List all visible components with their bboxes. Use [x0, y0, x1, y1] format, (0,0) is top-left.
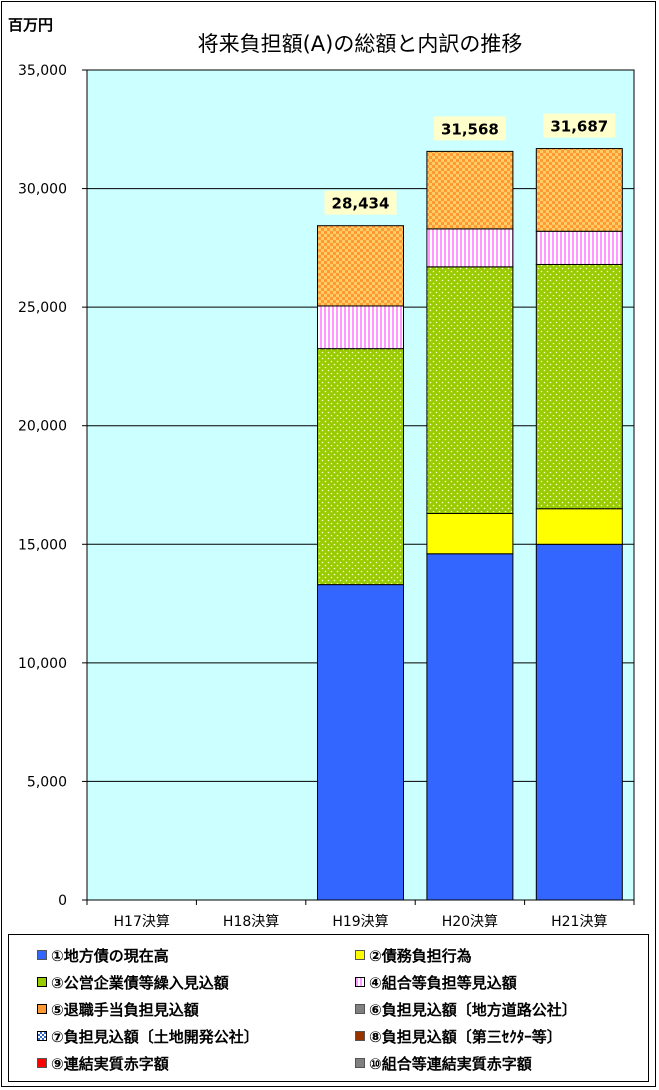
bar-segment: [535, 230, 623, 265]
legend-label: ④組合等負担等見込額: [369, 973, 517, 992]
bar-segment: [426, 228, 514, 268]
y-tick-label: 10,000: [18, 656, 67, 672]
legend-swatch: [355, 1031, 365, 1041]
legend-label: ⑩組合等連結実質赤字額: [369, 1054, 532, 1073]
legend-label: ⑨連結実質赤字額: [51, 1054, 169, 1073]
legend-item: ⑨連結実質赤字額: [37, 1051, 169, 1075]
y-tick-label: 25,000: [18, 300, 67, 316]
total-label-box: [324, 190, 397, 215]
x-tick-label: H18決算: [223, 914, 279, 930]
legend-item: ③公営企業債等繰入見込額: [37, 970, 229, 994]
x-tick-label: H17決算: [114, 914, 170, 930]
legend-label: ⑥負担見込額〔地方道路公社〕: [369, 1000, 577, 1019]
total-label: 28,434: [332, 195, 390, 213]
total-label-box: [543, 113, 616, 138]
legend-item: ④組合等負担等見込額: [355, 970, 517, 994]
bar-segment: [317, 305, 404, 350]
legend-item: ⑤退職手当負担見込額: [37, 997, 199, 1021]
y-tick-label: 35,000: [18, 63, 67, 79]
legend-label: ⑤退職手当負担見込額: [51, 1000, 199, 1019]
legend-swatch: [355, 950, 365, 960]
x-tick-label: H21決算: [551, 914, 607, 930]
y-tick-label: 0: [58, 893, 67, 909]
legend-swatch: [355, 977, 365, 987]
legend-swatch: [37, 1004, 47, 1014]
bar-segment: [426, 553, 514, 901]
bar-segment: [317, 225, 404, 307]
total-label: 31,687: [550, 118, 608, 136]
legend-item: ⑦負担見込額〔土地開発公社〕: [37, 1024, 259, 1048]
legend: ①地方債の現在高 ②債務負担行為 ③公営企業債等繰入見込額 ④組合等負担等見込額 ⑤退職…: [8, 934, 649, 1082]
legend-item: ⑩組合等連結実質赤字額: [355, 1051, 532, 1075]
legend-swatch: [37, 950, 47, 960]
legend-item: ①地方債の現在高: [37, 943, 169, 967]
y-tick-label: 30,000: [18, 182, 67, 198]
legend-label: ⑧負担見込額〔第三ｾｸﾀｰ等〕: [369, 1027, 562, 1046]
total-label-box: [433, 116, 506, 141]
legend-label: ①地方債の現在高: [51, 946, 169, 965]
stacked-bar-chart: 0 5,000 10,000 15,000 20,000 25,000 30,000 35,0…: [18, 63, 635, 930]
chart-title: 将来負担額(A)の総額と内訳の推移: [197, 32, 523, 56]
y-tick-label: 5,000: [27, 774, 67, 790]
legend-swatch: [355, 1004, 365, 1014]
legend-item: ②債務負担行為: [355, 943, 472, 967]
bar-segment: [535, 263, 623, 510]
bar-segment: [317, 348, 404, 586]
bar-segment: [426, 266, 514, 514]
legend-swatch: [37, 1058, 47, 1068]
bar-segment: [426, 150, 514, 230]
bar-segment: [535, 148, 623, 232]
x-tick-label: H20決算: [442, 914, 498, 930]
y-unit-label: 百万円: [8, 16, 54, 34]
legend-swatch: [37, 1031, 47, 1041]
y-tick-label: 20,000: [18, 419, 67, 435]
legend-label: ②債務負担行為: [369, 946, 472, 965]
legend-label: ③公営企業債等繰入見込額: [51, 973, 229, 992]
y-tick-label: 15,000: [18, 537, 67, 553]
legend-label: ⑦負担見込額〔土地開発公社〕: [51, 1027, 259, 1046]
legend-swatch: [355, 1058, 365, 1068]
bar-segment: [426, 512, 514, 555]
total-label: 31,568: [441, 120, 499, 138]
legend-item: ⑥負担見込額〔地方道路公社〕: [355, 997, 577, 1021]
bar-segment: [535, 543, 623, 901]
legend-swatch: [37, 977, 47, 987]
bar-segment: [535, 508, 623, 545]
bar-segment: [317, 584, 404, 901]
x-tick-label: H19決算: [332, 914, 388, 930]
legend-item: ⑧負担見込額〔第三ｾｸﾀｰ等〕: [355, 1024, 562, 1048]
